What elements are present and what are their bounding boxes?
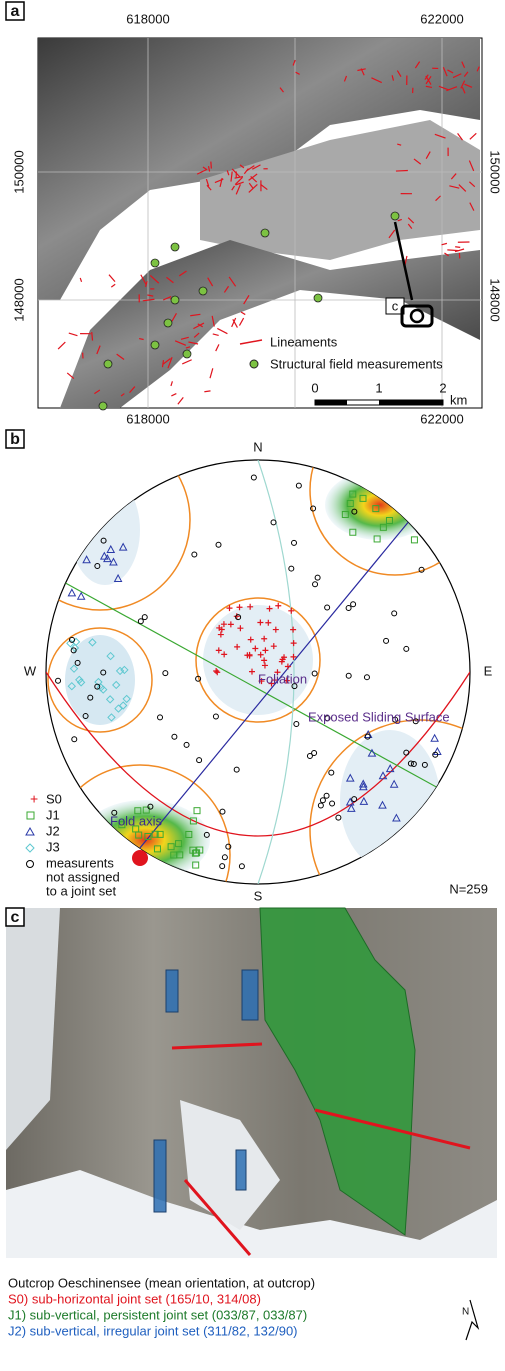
legend-label: S0: [46, 791, 62, 806]
legend-label: Lineaments: [270, 334, 338, 349]
legend-label: not assigned: [46, 869, 120, 884]
legend-label: J2: [46, 823, 60, 838]
panel-label: b: [10, 431, 20, 448]
lineament: [396, 171, 408, 172]
caption-j2: J2) sub-vertical, irregular joint set (3…: [8, 1323, 298, 1338]
photo-marker: c: [392, 298, 399, 313]
y-tick-label: 150000: [11, 150, 26, 193]
caption-j1: J1) sub-vertical, persistent joint set (…: [8, 1307, 307, 1322]
legend-symbol: +: [30, 791, 38, 807]
scale-bar: [315, 400, 347, 405]
caption-title: Outcrop Oeschinensee (mean orientation, …: [8, 1275, 315, 1290]
legend-label: to a joint set: [46, 883, 116, 898]
sample-count: N=259: [449, 881, 488, 896]
direction: S: [254, 888, 263, 903]
legend-label: measurents: [46, 855, 114, 870]
scale-bar: [379, 400, 443, 405]
caption-s0: S0) sub-horizontal joint set (165/10, 31…: [8, 1291, 261, 1306]
legend-label: Structural field measurements: [270, 356, 443, 371]
x-tick-label: 622000: [420, 411, 463, 426]
direction: E: [484, 663, 493, 678]
legend-symbol: [26, 844, 34, 852]
north-label: N: [462, 1307, 469, 1318]
x-tick-label: 618000: [126, 11, 169, 26]
legend-dot: [250, 360, 258, 368]
panel-c: c Outcrop Oeschinensee (mean orientation…: [6, 908, 497, 1340]
x-tick-label: 618000: [126, 411, 169, 426]
direction: W: [24, 663, 37, 678]
legend-symbol: [27, 861, 34, 868]
scale-label: 2: [439, 380, 446, 395]
panel-a: c Lineaments Structural field measuremen…: [6, 2, 503, 426]
scale-label: 1: [375, 380, 382, 395]
y-tick-label: 148000: [11, 278, 26, 321]
annotation: Foliation: [258, 671, 307, 686]
annotation: Exposed Sliding Surface: [308, 709, 450, 724]
x-tick-label: 622000: [420, 11, 463, 26]
lineament: [455, 247, 460, 248]
y-tick-label: 150000: [488, 150, 503, 193]
figure: c Lineaments Structural field measuremen…: [0, 0, 505, 1366]
annotation: Fold axis: [110, 813, 163, 828]
lineament: [92, 332, 93, 340]
scale-unit: km: [450, 392, 467, 407]
scale-label: 0: [311, 380, 318, 395]
y-tick-label: 148000: [488, 278, 503, 321]
legend-symbol: [26, 828, 34, 835]
legend-label: J3: [46, 839, 60, 854]
direction: N: [253, 439, 262, 454]
fold-axis-point: [132, 850, 148, 866]
panel-label: c: [11, 909, 20, 926]
panel-label: a: [11, 3, 20, 20]
legend-symbol: [27, 812, 34, 819]
lineament: [211, 162, 212, 169]
lineament: [204, 391, 210, 392]
legend-label: J1: [46, 807, 60, 822]
panel-b: b N E S W Foliation Exposed Sliding Sur: [6, 405, 505, 945]
